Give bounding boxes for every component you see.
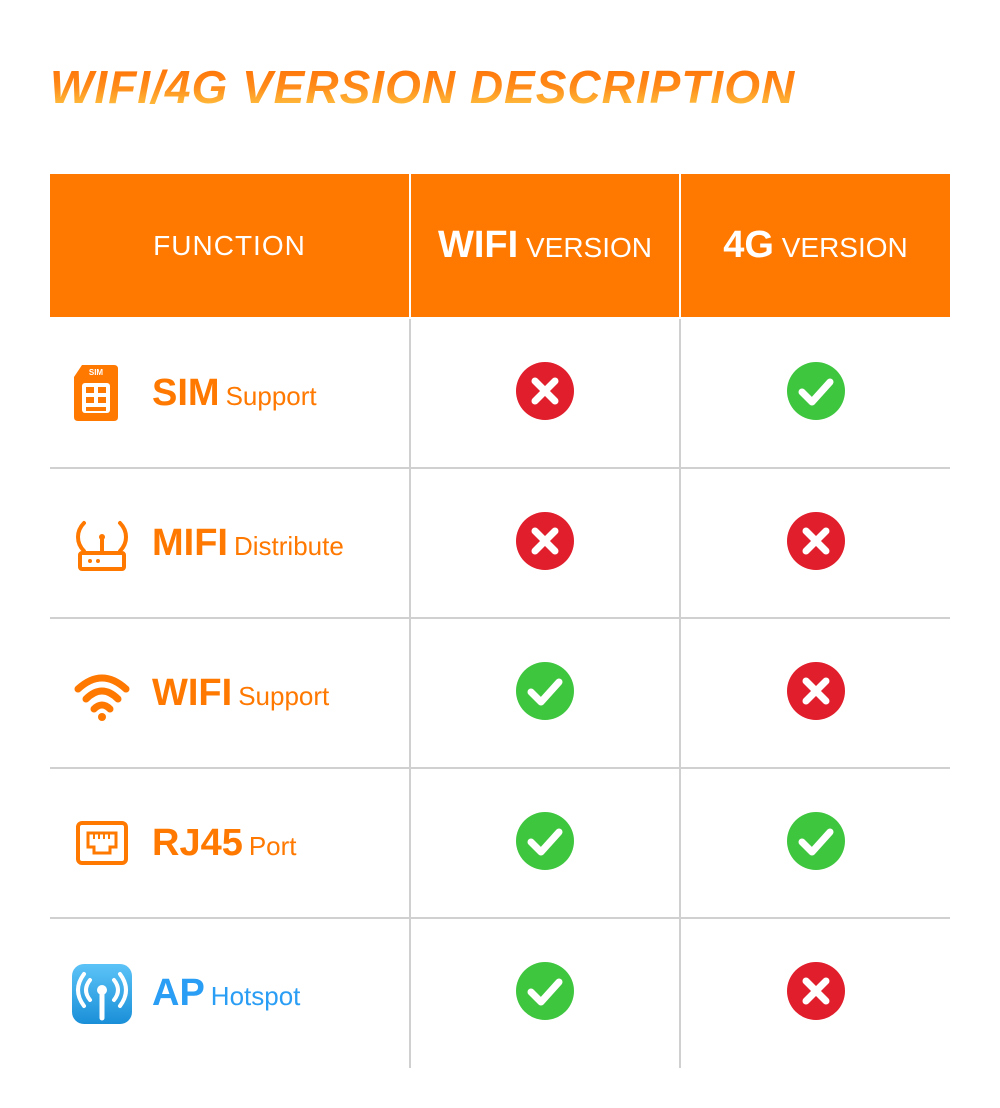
function-sub-label: Support	[226, 381, 317, 411]
function-cell: MIFIDistribute	[50, 468, 410, 618]
wifi-version-cell	[410, 918, 680, 1068]
4g-version-cell	[680, 768, 950, 918]
check-icon	[516, 962, 574, 1020]
ap-icon	[70, 962, 134, 1026]
function-main-label: MIFI	[152, 522, 228, 564]
check-icon	[516, 812, 574, 870]
4g-version-cell	[680, 318, 950, 468]
table-row: WIFISupport	[50, 618, 950, 768]
function-main-label: SIM	[152, 372, 220, 414]
header-wifi-version: WIFI VERSION	[410, 174, 680, 318]
header-4g-version: 4G VERSION	[680, 174, 950, 318]
function-sub-label: Hotspot	[211, 981, 301, 1011]
4g-version-cell	[680, 468, 950, 618]
function-main-label: WIFI	[152, 672, 232, 714]
header-function: FUNCTION	[50, 174, 410, 318]
wifi-version-cell	[410, 618, 680, 768]
table-row: MIFIDistribute	[50, 468, 950, 618]
rj45-icon	[70, 811, 134, 875]
cross-icon	[787, 962, 845, 1020]
wifi-version-cell	[410, 318, 680, 468]
4g-version-cell	[680, 918, 950, 1068]
4g-version-cell	[680, 618, 950, 768]
check-icon	[516, 662, 574, 720]
check-icon	[787, 812, 845, 870]
cross-icon	[516, 512, 574, 570]
cross-icon	[787, 512, 845, 570]
function-cell: RJ45Port	[50, 768, 410, 918]
function-cell: APHotspot	[50, 918, 410, 1068]
sim-icon	[70, 361, 134, 425]
wifi-version-cell	[410, 768, 680, 918]
function-sub-label: Support	[238, 681, 329, 711]
function-sub-label: Distribute	[234, 531, 344, 561]
cross-icon	[787, 662, 845, 720]
function-cell: SIMSupport	[50, 318, 410, 468]
wifi-version-cell	[410, 468, 680, 618]
page-title: WIFI/4G VERSION DESCRIPTION	[50, 60, 950, 114]
table-row: RJ45Port	[50, 768, 950, 918]
mifi-icon	[70, 511, 134, 575]
check-icon	[787, 362, 845, 420]
table-row: SIMSupport	[50, 318, 950, 468]
function-cell: WIFISupport	[50, 618, 410, 768]
function-main-label: AP	[152, 972, 205, 1014]
comparison-table: FUNCTION WIFI VERSION 4G VERSION SIMSupp…	[50, 174, 950, 1068]
function-sub-label: Port	[249, 831, 297, 861]
function-main-label: RJ45	[152, 822, 243, 864]
wifi-icon	[70, 661, 134, 725]
cross-icon	[516, 362, 574, 420]
table-row: APHotspot	[50, 918, 950, 1068]
